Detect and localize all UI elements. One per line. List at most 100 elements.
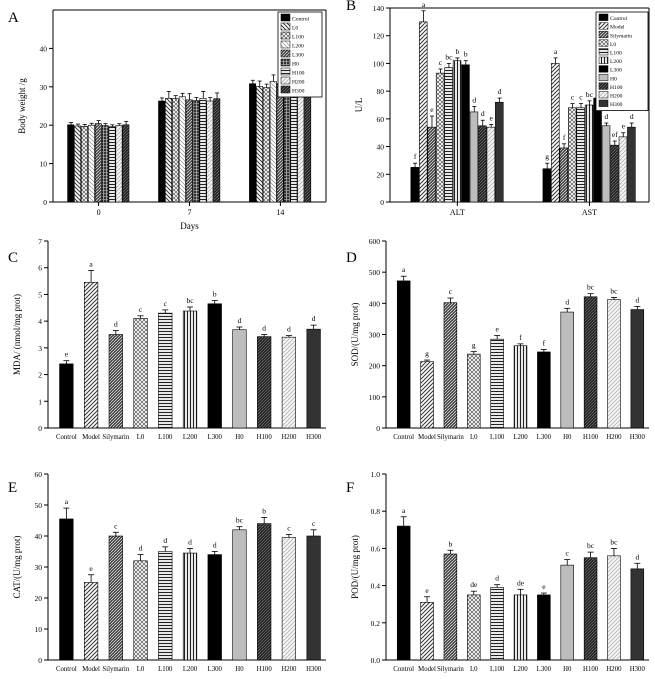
bar [306,535,321,661]
x-tick-label: H100 [257,434,273,441]
bar [469,111,479,203]
significance-label: c [449,287,453,296]
x-tick-label: L0 [137,666,145,673]
significance-label: d [635,295,639,304]
bar [420,361,434,429]
y-tick-label: 0 [43,198,47,207]
y-tick-label: 120 [373,32,385,41]
panel-e: E 0 10 20 30 40 50 60 CAT/(U/mg prot) a Control e Mo… [8,470,326,673]
significance-label: c [579,93,583,102]
significance-label: b [213,290,217,299]
bar [410,167,419,203]
bar [560,311,574,429]
significance-label: c [571,93,575,102]
legend-swatch [598,30,609,39]
significance-label: e [430,105,434,114]
y-tick-label: 300 [369,331,381,340]
x-tick-label: Silymarin [437,666,464,673]
bar [232,329,247,429]
x-tick-label: H100 [583,666,599,673]
y-tick-label: 30 [40,83,48,92]
significance-label: e [622,122,626,131]
x-tick-label: H200 [281,666,297,673]
bar [443,553,458,661]
bar [467,594,481,661]
x-tick-label: L200 [513,666,528,673]
x-tick-label: L300 [208,666,223,673]
panel-label: F [346,480,354,496]
bar [452,60,462,203]
bar [182,552,198,661]
bar [537,351,551,429]
bar [199,98,207,203]
bar [262,87,270,203]
bar [551,63,560,203]
panel-label: E [8,480,17,496]
significance-label: c [139,305,143,314]
bar [583,296,598,429]
legend-swatch [280,40,291,49]
significance-label: e [542,582,546,591]
bar [249,83,256,203]
y-tick-label: 60 [377,115,385,124]
y-tick-label: 1.0 [371,470,381,479]
significance-label: bc [445,52,453,61]
significance-label: f [563,133,566,142]
significance-label: d [498,87,502,96]
bar [567,107,577,203]
y-tick-label: 0.4 [371,582,381,591]
significance-label: g [425,349,429,358]
x-tick-label: L100 [158,434,173,441]
y-tick-label: 0.6 [371,544,381,553]
bar [158,312,173,429]
bar [283,84,291,203]
legend-entry: H200 [610,94,623,100]
significance-label: g [545,152,549,161]
bar [207,303,222,429]
bar [306,328,321,429]
y-axis-label: SOD/(U/mg prot) [350,303,360,367]
legend: Control L0 L100 L200 L300 H0 H100 H200 H300 [277,11,323,98]
bar [232,529,247,661]
y-tick-label: 5 [38,290,42,299]
significance-label: bc [610,537,618,546]
bar [490,338,504,429]
bar [257,336,272,429]
bar [444,67,453,203]
bar [490,587,504,661]
significance-label: c [164,299,168,308]
y-tick-label: 10 [35,625,43,634]
panel-label: B [346,0,356,14]
legend-entry: L100 [610,51,622,57]
legend-swatch [598,99,609,107]
legend-entry: L200 [292,44,304,50]
y-tick-label: 1 [38,397,42,406]
legend: Control Model Silymarin L0 L100 L200 L300 H0 H10… [595,11,649,111]
legend-entry: H300 [292,89,305,95]
significance-label: c [312,519,316,528]
bar [122,124,130,203]
y-tick-label: 2 [38,371,42,380]
significance-label: a [422,0,426,9]
legend-swatch [598,73,609,82]
legend-entry: H300 [610,102,623,108]
x-tick-label: H300 [630,434,646,441]
bar [133,560,148,661]
bar [108,535,123,661]
bar [206,100,214,203]
bar [542,168,552,203]
x-axis-label: Days [180,221,199,231]
x-tick-label: Control [56,666,77,673]
bar [87,124,95,203]
panel-c: C 0 1 2 3 4 5 6 7 MDA/ (nmol/mg prot) e Control a Mod… [8,237,326,441]
x-tick-label: L300 [208,434,223,441]
significance-label: d [262,324,266,333]
significance-label: a [65,497,69,506]
x-tick-label: Control [56,434,77,441]
legend-entry: L300 [292,53,304,59]
bar [418,21,428,203]
bar [281,537,297,661]
bar [461,64,470,203]
x-tick-label: H0 [235,434,244,441]
